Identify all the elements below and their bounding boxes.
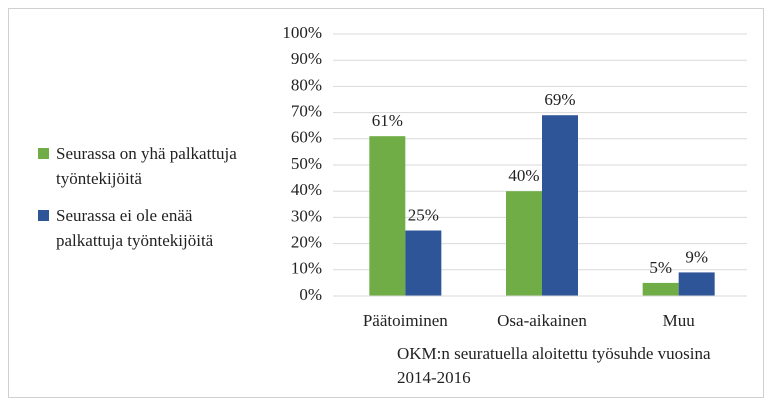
legend-label: Seurassa on yhä palkattuja työntekijöitä [56,144,237,188]
chart-frame [8,8,764,398]
x-tick-label: Osa-aikainen [497,311,587,330]
y-tick-label: 20% [291,233,322,252]
y-tick-label: 10% [291,259,322,278]
y-tick-label: 70% [291,102,322,121]
bar [542,115,578,296]
data-label: 69% [544,90,575,109]
bar [642,282,679,296]
y-tick-label: 60% [291,128,322,147]
y-tick-label: 40% [291,180,322,199]
x-tick-label: Päätoiminen [363,311,448,330]
legend-label: Seurassa ei ole enää palkattuja työnteki… [56,206,214,250]
legend-swatch [38,148,49,159]
x-axis-label: OKM:n seuratuella aloitettu työsuhde vuo… [397,344,711,387]
bar [405,230,442,296]
data-label: 61% [372,111,403,130]
bar [506,191,542,296]
data-label: 5% [649,258,672,277]
legend-entry: Seurassa on yhä palkattuja työntekijöitä [38,141,258,191]
bar [369,136,406,296]
data-label: 40% [508,166,539,185]
y-tick-label: 30% [291,206,322,225]
y-tick-label: 80% [291,75,322,94]
y-tick-label: 90% [291,49,322,68]
bar [678,272,715,296]
y-tick-label: 100% [282,23,322,42]
legend-swatch [38,210,49,221]
legend-entry: Seurassa ei ole enää palkattuja työnteki… [38,203,258,253]
y-tick-label: 50% [291,154,322,173]
y-tick-label: 0% [299,285,322,304]
data-label: 25% [408,205,439,224]
data-label: 9% [685,247,708,266]
x-tick-label: Muu [663,311,696,330]
